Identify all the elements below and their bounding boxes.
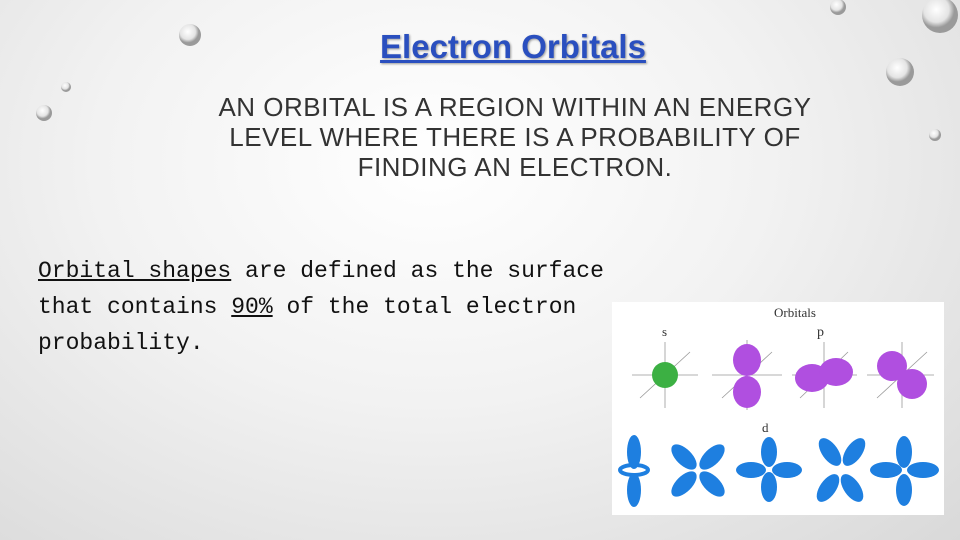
text-segment: 90% (231, 294, 273, 320)
body-text: Orbital shapes are defined as the surfac… (38, 253, 638, 361)
subtitle: AN ORBITAL IS A REGION WITHIN AN ENERGY … (218, 92, 812, 182)
figure-label: d (762, 420, 769, 435)
text-segment: are defined as the surface that contains (38, 258, 604, 320)
orbitals-figure: Orbitals s p d (612, 302, 944, 515)
title: Electron Orbitals (380, 28, 646, 65)
figure-title: Orbitals (774, 305, 816, 320)
text-segment: Orbital shapes (38, 258, 232, 284)
text-segment: of the total electron probability. (38, 294, 577, 356)
figure-label: p (817, 325, 824, 340)
figure-label: s (662, 324, 667, 339)
